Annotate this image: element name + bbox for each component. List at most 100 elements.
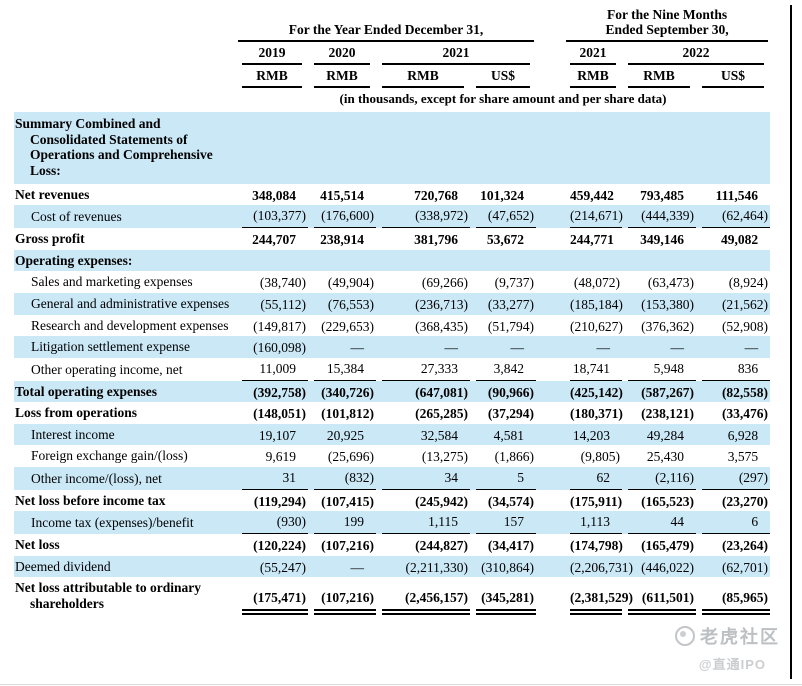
value-cell: 5 [470, 467, 537, 490]
value-cell: (210,627) [570, 318, 623, 334]
financial-statement-table: For the Year Ended December 31, For the … [14, 5, 771, 615]
value-cell: (165,523) [641, 493, 695, 509]
value-cell: 349,146 [640, 231, 685, 247]
header-spacer [14, 65, 236, 88]
value-cell: (47,652) [470, 205, 537, 228]
value-cell: 4,581 [493, 427, 525, 443]
value-cell [308, 112, 376, 184]
value-cell: (176,600) [308, 205, 376, 228]
column-header-nm-year-2022: 2022 [622, 42, 770, 66]
value-cell: (107,415) [321, 493, 374, 509]
value-cell: 720,768 [414, 187, 458, 203]
value-cell: 111,546 [715, 187, 759, 203]
value-cell: (37,294) [487, 406, 535, 422]
value-cell: 381,796 [414, 231, 458, 247]
value-cell: (23,270) [721, 493, 769, 509]
value-cell: (310,864) [481, 559, 535, 575]
value-cell: (180,371) [570, 406, 623, 422]
value-cell: — [444, 340, 459, 356]
table-header: For the Year Ended December 31, For the … [14, 5, 770, 112]
value-cell: (101,812) [321, 406, 374, 422]
value-cell: 199 [308, 511, 376, 535]
value-cell [564, 112, 622, 184]
currency-header: RMB [564, 65, 622, 89]
value-cell: (90,966) [487, 384, 535, 400]
value-cell: (9,805) [580, 449, 621, 465]
value-cell: 348,084 [252, 187, 296, 203]
watermark-brand-text: 老虎社区 [700, 627, 780, 647]
table-row: Loss from operations (148,051) (101,812)… [14, 402, 770, 424]
document-page: For the Year Ended December 31, For the … [0, 5, 802, 685]
row-label: Net loss before income tax [15, 492, 166, 508]
value-cell: (55,112) [260, 296, 306, 312]
value-cell: (340,726) [321, 384, 374, 400]
value-cell: 34 [376, 467, 470, 490]
value-cell: (345,281) [470, 577, 537, 615]
row-label: Income tax (expenses)/benefit [31, 515, 194, 531]
value-cell: 20,925 [326, 427, 364, 443]
table-row: Summary Combined and Consolidated Statem… [14, 111, 771, 184]
value-cell: (34,574) [487, 493, 535, 509]
value-cell: (25,696) [327, 449, 374, 465]
column-gap [536, 445, 564, 467]
value-cell: — [596, 340, 611, 356]
value-cell: (265,285) [415, 406, 468, 422]
row-label: Summary Combined and Consolidated Statem… [15, 115, 213, 178]
row-label: Gross profit [15, 230, 85, 246]
value-cell [622, 112, 696, 184]
column-gap [536, 336, 564, 358]
value-cell: (52,908) [721, 318, 769, 334]
column-header-year-2021: 2021 [376, 42, 536, 66]
value-cell [564, 250, 622, 272]
value-cell [308, 250, 376, 272]
row-label: Research and development expenses [31, 317, 229, 333]
value-cell: (244,827) [415, 538, 468, 554]
column-header-year-2020: 2020 [308, 42, 376, 66]
row-label: Foreign exchange gain/(loss) [31, 448, 188, 464]
row-label: Net loss [15, 537, 60, 553]
row-label: Other income/(loss), net [31, 471, 162, 487]
value-cell: 5,948 [622, 358, 697, 381]
value-cell: (107,216) [321, 538, 374, 554]
column-gap [536, 424, 564, 446]
nine-months-group-header: For the Nine Months Ended September 30, [564, 5, 770, 43]
value-cell: (85,965) [696, 577, 771, 615]
table-row: Research and development expenses (149,8… [14, 315, 770, 337]
nine-months-group-label: For the Nine Months Ended September 30, [566, 5, 769, 43]
value-cell: (8,924) [728, 275, 769, 291]
value-cell: 1,113 [564, 511, 623, 535]
value-cell: (376,362) [641, 318, 695, 334]
value-cell: (185,184) [570, 296, 623, 312]
value-cell: 9,619 [265, 449, 296, 465]
value-cell [470, 250, 536, 272]
value-cell: (214,671) [564, 205, 623, 228]
year-ended-group-label: For the Year Ended December 31, [238, 20, 535, 43]
table-row: Cost of revenues (103,377) (176,600) (33… [14, 205, 771, 228]
value-cell: (647,081) [415, 384, 468, 400]
table-row: Foreign exchange gain/(loss) 9,619 (25,6… [14, 445, 770, 467]
watermark-handle-text: @直通IPO [698, 657, 766, 672]
watermark-brand-line: 老虎社区 [675, 623, 780, 649]
column-header-year-2019: 2019 [236, 42, 308, 66]
value-cell: (2,116) [622, 467, 697, 490]
value-cell: 53,672 [486, 231, 525, 247]
value-cell: (49,904) [327, 275, 374, 291]
table-row: Net revenues 348,084 415,514 720,768 101… [14, 184, 770, 206]
column-gap [536, 490, 564, 512]
value-cell: (82,558) [721, 384, 769, 400]
value-cell: (63,473) [647, 275, 695, 291]
value-cell: (103,377) [236, 205, 308, 228]
year-ended-group-header: For the Year Ended December 31, [236, 5, 536, 43]
value-cell: 3,575 [727, 449, 759, 465]
value-cell: 15,384 [308, 358, 376, 381]
value-cell: 11,009 [236, 358, 308, 381]
value-cell: 49,284 [646, 427, 685, 443]
column-gap [536, 315, 564, 337]
value-cell: 836 [696, 358, 771, 381]
value-cell: 101,324 [480, 187, 525, 203]
value-cell: (107,216) [308, 577, 376, 615]
value-cell: (120,224) [253, 538, 306, 554]
value-cell: (9,737) [494, 275, 535, 291]
value-cell: 244,707 [252, 231, 296, 247]
value-cell: 793,485 [640, 187, 685, 203]
